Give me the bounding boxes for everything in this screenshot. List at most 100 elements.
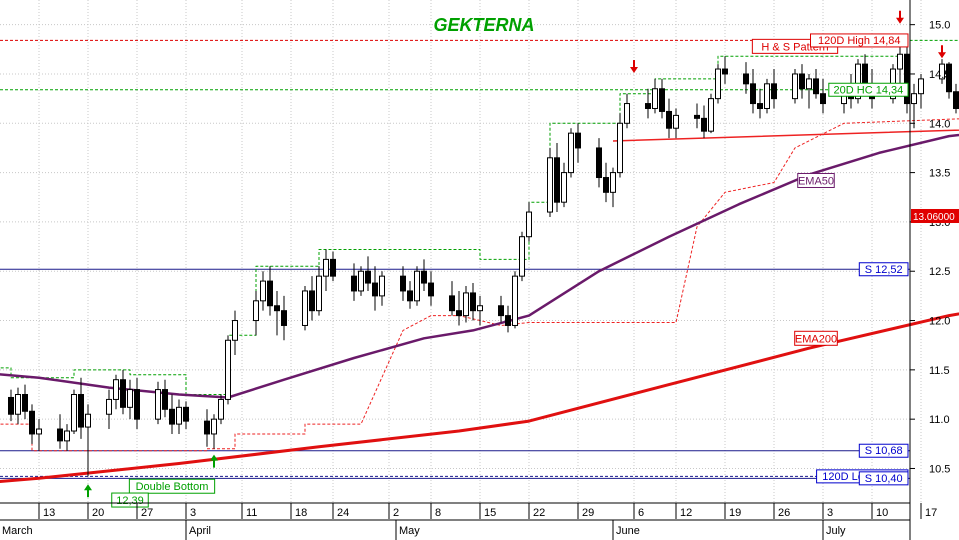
candle-body [813, 78, 819, 95]
candle-body [547, 157, 553, 213]
candle-body [757, 103, 763, 109]
candle-body [806, 78, 812, 90]
level-label: 120D High 14,84 [810, 33, 909, 48]
candle-body [652, 88, 658, 109]
arrow-head [210, 454, 218, 461]
level-label-box [858, 471, 909, 486]
candle-body [323, 258, 329, 277]
candle-body [659, 88, 665, 112]
arrow-down-icon [896, 10, 904, 24]
candle-body [127, 389, 133, 408]
x-tick-label: 22 [533, 507, 545, 519]
arrow-head [938, 52, 946, 59]
month-label: March [2, 525, 33, 537]
ema200-line [0, 312, 959, 484]
x-tick-label: 19 [729, 507, 741, 519]
candle-body [771, 83, 777, 100]
candle-body [15, 394, 21, 415]
candle-body [274, 305, 280, 312]
month-label: May [399, 525, 420, 537]
candle-body [694, 114, 700, 119]
last-price-box [911, 208, 959, 223]
level-label-box [828, 82, 909, 97]
candle-body [421, 270, 427, 284]
level-label: S 12,52 [858, 262, 909, 277]
annotation: Double Bottom [128, 478, 216, 494]
candle-body [267, 280, 273, 307]
annotation-text: EMA200 [795, 333, 837, 345]
candle-body [309, 290, 315, 312]
x-tick-label: 17 [925, 507, 937, 519]
x-tick-label: 27 [141, 507, 153, 519]
level-label: 20D HC 14,34 [828, 82, 909, 97]
candle-body [505, 315, 511, 326]
candle-body [645, 103, 651, 109]
x-tick-label: 26 [778, 507, 790, 519]
last-price-label: 13.06000 [911, 208, 959, 223]
candle-body [372, 282, 378, 297]
candle-body [862, 63, 868, 85]
candle-body [603, 177, 609, 193]
arrow-up-icon [210, 454, 218, 468]
candle-body [330, 258, 336, 277]
x-tick-label: 29 [582, 507, 594, 519]
candle-body [316, 275, 322, 312]
candle-body [57, 428, 63, 442]
annotation-text: EMA50 [798, 175, 834, 187]
candle-body [764, 83, 770, 109]
y-tick-label: 15.0 [929, 20, 950, 32]
candle-body [918, 78, 924, 95]
candle-body [400, 275, 406, 292]
annotation: 12,39 [111, 492, 149, 508]
candle-body [792, 73, 798, 100]
y-tick-label: 11.0 [929, 414, 950, 426]
month-label: July [826, 525, 846, 537]
annotation-text: Double Bottom [136, 481, 209, 493]
candle-body [85, 413, 91, 428]
candle-body [253, 300, 259, 322]
trailing-stop-green [0, 39, 959, 395]
candle-body [855, 63, 861, 100]
trailing-stop-red [0, 118, 959, 452]
candle-body [624, 103, 630, 124]
x-tick-label: 13 [43, 507, 55, 519]
candle-body [414, 270, 420, 302]
y-tick-label: 14.5 [929, 69, 950, 81]
candle-body [176, 406, 182, 425]
arrow-down-icon [630, 60, 638, 74]
annotation-box [111, 492, 149, 508]
candle-body [29, 410, 35, 435]
candle-body [722, 68, 728, 75]
candle-body [36, 428, 42, 435]
candle-body [554, 157, 560, 203]
level-label: S 10,40 [858, 471, 909, 486]
candle-body [225, 339, 231, 400]
candle-body [939, 63, 945, 80]
candle-body [561, 172, 567, 203]
candle-body [8, 396, 14, 415]
annotation-box [128, 478, 216, 494]
level-label-box [858, 443, 909, 458]
candle-body [260, 280, 266, 302]
level-labels: 120D High 14,84 20D HC 14,34 S 12,52 S 10,6… [810, 33, 959, 486]
candle-body [708, 98, 714, 132]
candle-body [113, 379, 119, 400]
candle-body [799, 73, 805, 90]
annotation-box [794, 330, 838, 346]
x-tick-label: 3 [827, 507, 833, 519]
candle-body [78, 394, 84, 428]
candle-body [673, 114, 679, 129]
y-tick-label: 11.5 [929, 365, 950, 377]
candle-body [183, 406, 189, 422]
candle-body [218, 398, 224, 420]
candle-body [449, 295, 455, 312]
arrow-up-icon [84, 484, 92, 498]
candle-body [162, 389, 168, 410]
y-tick-label: 12.0 [929, 316, 950, 328]
level-label-text: 120D High 14,84 [818, 35, 901, 47]
candle-body [134, 389, 140, 420]
x-tick-label: 15 [484, 507, 496, 519]
neckline [612, 129, 959, 142]
candle-body [428, 282, 434, 297]
